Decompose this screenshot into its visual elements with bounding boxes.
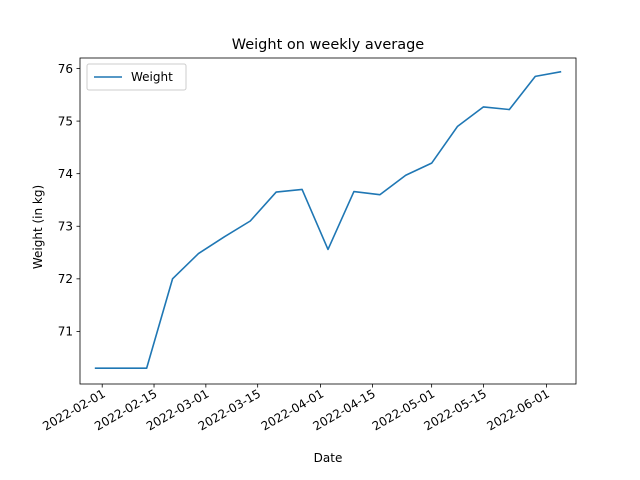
y-tick-label: 74 xyxy=(58,167,73,181)
legend-label-weight: Weight xyxy=(131,70,173,84)
series-line-weight xyxy=(94,70,562,370)
legend: Weight xyxy=(86,63,187,91)
y-tick-label: 71 xyxy=(58,325,73,339)
axes-frame xyxy=(79,57,577,385)
legend-box xyxy=(86,63,187,91)
y-tick-label: 73 xyxy=(58,220,73,234)
x-axis-title: Date xyxy=(314,451,343,465)
y-tick-label: 76 xyxy=(58,62,73,76)
chart-title: Weight on weekly average xyxy=(232,37,425,53)
y-tick-label: 72 xyxy=(58,272,73,286)
y-axis-title: Weight (in kg) xyxy=(31,185,45,269)
y-tick-label: 75 xyxy=(58,114,73,128)
